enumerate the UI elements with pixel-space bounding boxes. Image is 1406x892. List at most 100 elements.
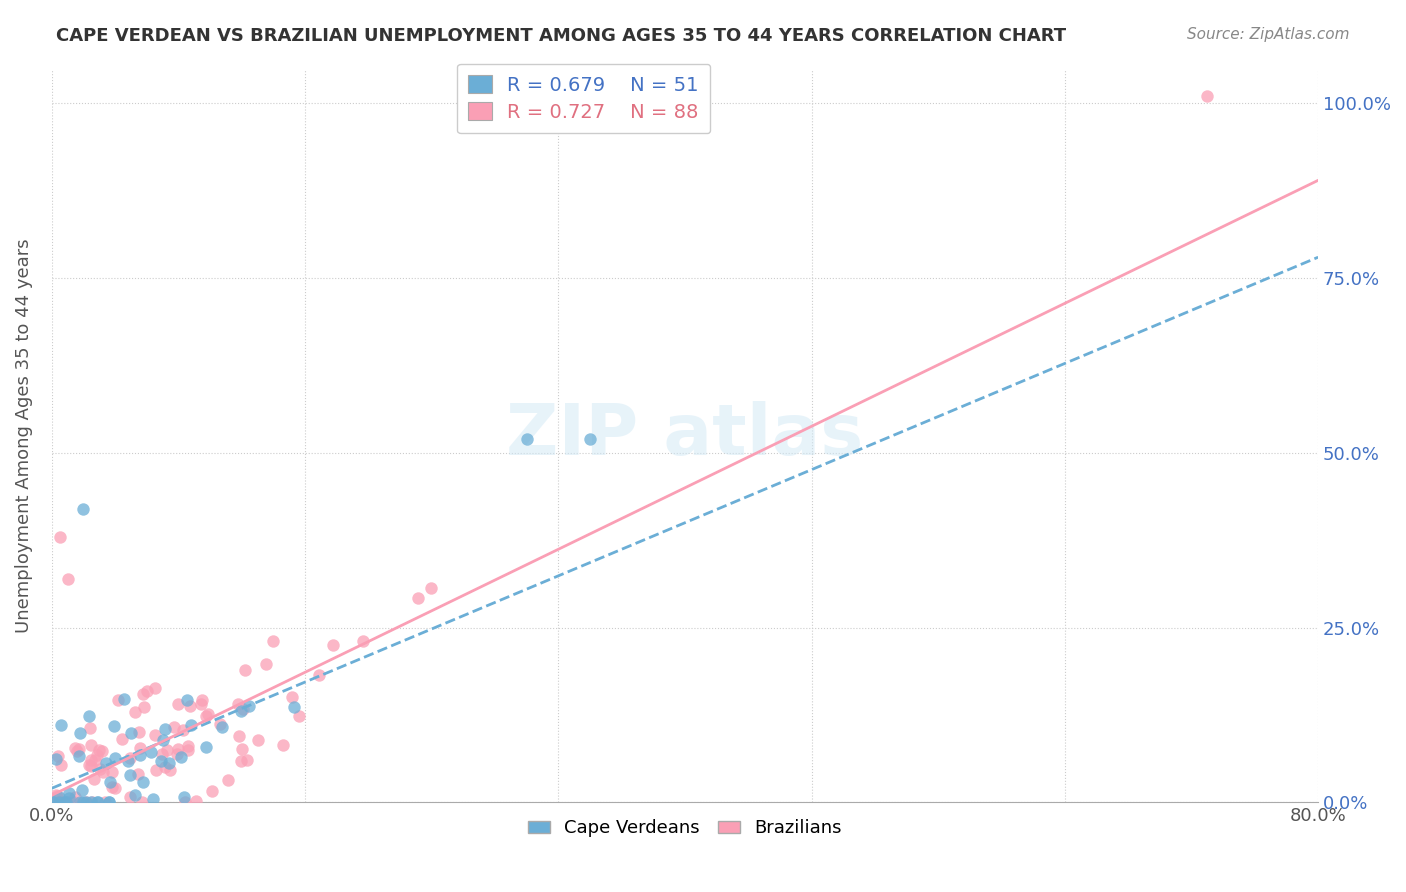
Point [101,765,124,780]
Point [48,789,70,804]
Point [69,795,91,809]
Point [91,744,114,758]
Point [45,752,67,766]
Point [180,718,202,732]
Point [89,762,111,776]
Point [75,795,97,809]
Point [150,747,173,761]
Point [217,773,239,788]
Point [172,723,194,737]
Point [45,795,67,809]
Point [129,748,152,763]
Point [127,767,149,781]
Point [101,780,124,795]
Point [52,795,75,809]
Point [84,753,107,767]
Point [94,795,117,809]
Point [157,756,180,770]
Point [233,663,256,677]
Point [406,591,429,606]
Point [194,739,217,754]
Point [103,719,125,733]
Point [177,739,200,754]
Point [179,698,201,713]
Point [80,795,103,809]
Point [145,763,167,777]
Y-axis label: Unemployment Among Ages 35 to 44 years: Unemployment Among Ages 35 to 44 years [15,238,32,632]
Point [118,768,141,782]
Point [419,582,441,596]
Text: CAPE VERDEAN VS BRAZILIAN UNEMPLOYMENT AMONG AGES 35 TO 44 YEARS CORRELATION CHA: CAPE VERDEAN VS BRAZILIAN UNEMPLOYMENT A… [56,27,1066,45]
Point [231,741,253,756]
Point [67,742,90,756]
Point [114,691,136,706]
Point [107,692,129,706]
Point [80,795,103,809]
Point [232,702,254,716]
Point [226,697,249,711]
Point [184,794,207,808]
Point [52,795,75,809]
Point [97,795,120,809]
Point [58,790,80,805]
Text: Source: ZipAtlas.com: Source: ZipAtlas.com [1187,27,1350,42]
Point [128,725,150,739]
Point [176,743,198,757]
Point [67,748,90,763]
Point [42,795,65,809]
Point [118,789,141,804]
Point [159,763,181,777]
Point [63,741,86,756]
Point [41,795,63,809]
Point [150,754,173,768]
Point [120,726,142,740]
Point [45,789,67,804]
Point [72,795,94,809]
Point [191,693,214,707]
Point [80,738,103,752]
Point [87,795,110,809]
Point [176,693,198,707]
Point [173,789,195,804]
Point [254,657,277,671]
Point [77,757,100,772]
Point [55,795,77,809]
Point [62,795,84,809]
Point [79,721,101,735]
Point [273,738,295,752]
Point [75,795,97,809]
Point [124,705,146,719]
Point [128,740,150,755]
Point [579,432,602,446]
Point [79,753,101,767]
Point [69,726,91,740]
Point [143,728,166,742]
Point [63,790,86,805]
Point [124,788,146,802]
Point [86,748,108,763]
Legend: Cape Verdeans, Brazilians: Cape Verdeans, Brazilians [522,812,849,845]
Point [152,733,174,747]
Point [163,720,186,734]
Point [70,782,93,797]
Point [48,795,70,809]
Point [131,795,153,809]
Point [208,717,231,731]
Point [45,788,67,802]
Point [49,758,72,772]
Point [132,687,155,701]
Point [51,718,73,732]
Point [283,699,305,714]
Point [103,751,125,765]
Point [322,638,344,652]
Point [58,786,80,800]
Point [190,697,212,711]
Point [118,751,141,765]
Point [197,707,219,722]
Point [132,775,155,789]
Point [247,733,270,747]
Point [72,501,94,516]
Point [262,634,284,648]
Point [97,795,120,809]
Point [66,744,89,758]
